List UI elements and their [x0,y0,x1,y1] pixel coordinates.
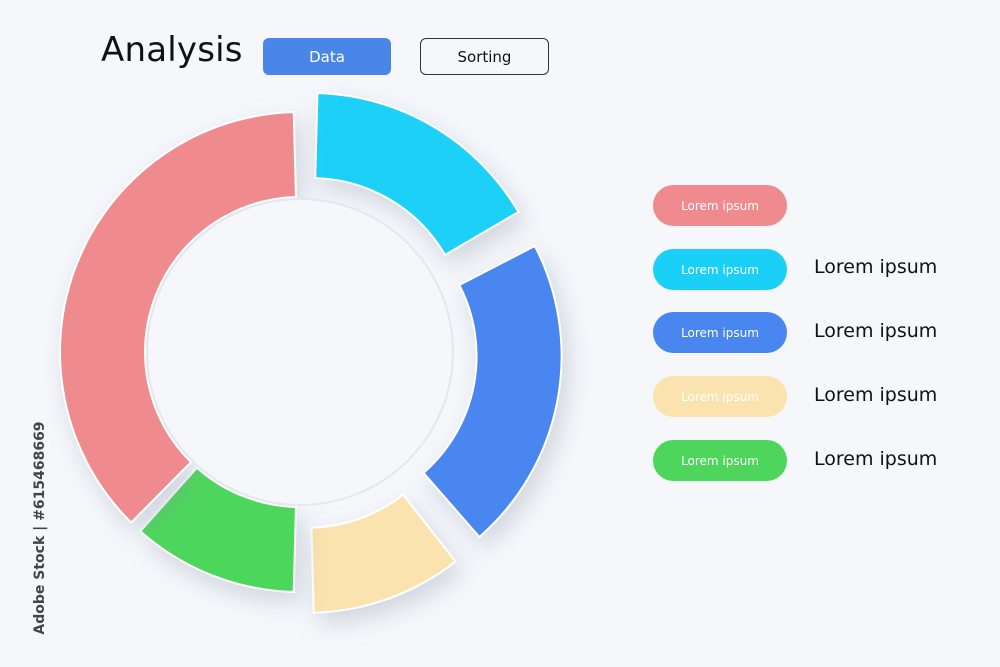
legend-pill-1: Lorem ipsum [653,185,787,226]
legend-pill-5: Lorem ipsum [653,440,787,481]
donut-slice-1 [314,92,520,257]
legend-label-2: Lorem ipsum [814,256,938,278]
legend-label-5: Lorem ipsum [814,448,938,470]
legend-pill-4: Lorem ipsum [653,376,787,417]
donut-slice-4 [138,466,297,593]
side-watermark-text: Adobe Stock | #615468669 [32,421,48,635]
donut-slice-3 [310,493,457,614]
legend-label-3: Lorem ipsum [814,320,938,342]
sorting-button[interactable]: Sorting [420,38,549,75]
donut-slice-5 [59,111,297,525]
donut-slice-2 [422,244,563,539]
data-button[interactable]: Data [263,38,391,75]
legend-pill-2: Lorem ipsum [653,249,787,290]
legend-pill-3: Lorem ipsum [653,312,787,353]
legend-label-4: Lorem ipsum [814,384,938,406]
donut-hole [146,198,454,506]
page-title: Analysis [101,30,243,70]
